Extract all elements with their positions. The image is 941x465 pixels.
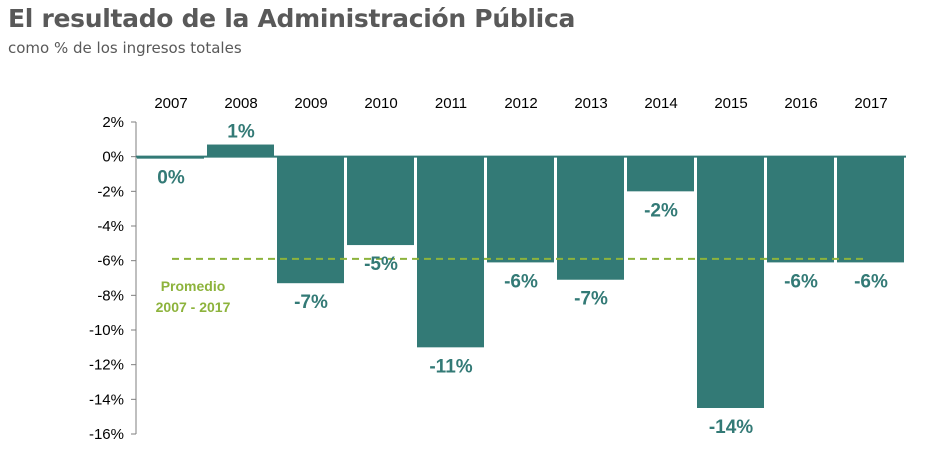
- chart-title: El resultado de la Administración Públic…: [8, 4, 576, 33]
- bar: [347, 156, 414, 246]
- bar: [417, 156, 484, 348]
- x-category-label: 2013: [574, 95, 607, 112]
- x-category-label: 2009: [294, 95, 327, 112]
- x-category-label: 2014: [644, 95, 677, 112]
- x-category-label: 2010: [364, 95, 397, 112]
- data-label: -7%: [574, 289, 608, 310]
- bar: [277, 156, 344, 284]
- y-tick-label: -10%: [89, 322, 124, 339]
- x-category-label: 2007: [154, 95, 187, 112]
- data-label: -5%: [364, 254, 398, 275]
- y-tick-label: -12%: [89, 357, 124, 374]
- x-category-label: 2011: [435, 95, 467, 112]
- x-category-label: 2016: [784, 95, 817, 112]
- data-label: -6%: [784, 271, 818, 292]
- y-tick-label: -8%: [97, 287, 124, 304]
- bar: [837, 156, 904, 263]
- bar: [207, 144, 274, 157]
- data-label: 0%: [157, 167, 185, 188]
- x-category-label: 2017: [854, 95, 887, 112]
- chart-subtitle: como % de los ingresos totales: [8, 39, 242, 57]
- average-label: 2007 - 2017: [156, 299, 231, 315]
- x-category-label: 2015: [714, 95, 747, 112]
- data-label: 1%: [227, 122, 255, 143]
- y-tick-label: -16%: [89, 426, 124, 443]
- y-tick-label: 0%: [102, 149, 124, 166]
- y-tick-label: 2%: [102, 114, 124, 131]
- x-category-label: 2008: [224, 95, 257, 112]
- data-label: -2%: [644, 200, 678, 221]
- bar: [627, 156, 694, 192]
- data-label: -14%: [709, 417, 753, 438]
- bar: [767, 156, 834, 263]
- y-tick-label: -4%: [97, 218, 124, 235]
- y-tick-label: -2%: [97, 183, 124, 200]
- y-tick-label: -6%: [97, 253, 124, 270]
- bar: [487, 156, 554, 263]
- bar: [557, 156, 624, 280]
- data-label: -11%: [429, 356, 472, 377]
- bar: [697, 156, 764, 408]
- data-label: -6%: [504, 271, 538, 292]
- y-tick-label: -14%: [89, 391, 124, 408]
- average-label: Promedio: [161, 278, 226, 294]
- data-label: -7%: [294, 292, 328, 313]
- data-label: -6%: [854, 271, 888, 292]
- x-category-label: 2012: [504, 95, 537, 112]
